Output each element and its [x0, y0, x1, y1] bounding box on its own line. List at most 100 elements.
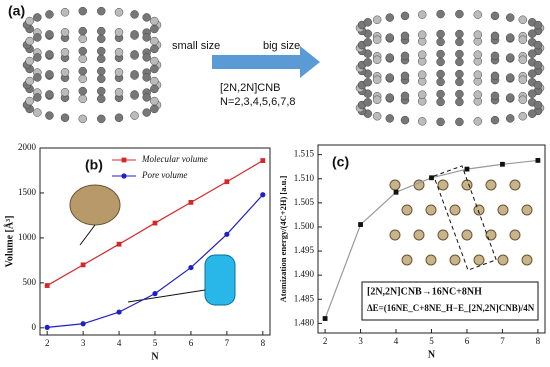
atom: [150, 36, 159, 46]
atom: [417, 10, 427, 19]
atom: [150, 44, 159, 54]
marker: [188, 199, 194, 205]
legend-marker: [121, 173, 127, 179]
atom: [150, 64, 159, 74]
atom: [150, 24, 159, 34]
atom: [372, 15, 382, 25]
atom: [400, 91, 410, 101]
marker: [322, 316, 328, 321]
atom: [527, 69, 537, 78]
atom: [25, 76, 34, 86]
atom: [142, 13, 151, 22]
atom: [436, 97, 445, 107]
atom: [436, 37, 445, 47]
atom: [114, 8, 124, 17]
atom: [436, 117, 445, 127]
marker: [80, 262, 86, 268]
atom: [385, 53, 395, 62]
x-tick-label: 3: [81, 338, 86, 348]
atom: [417, 50, 427, 59]
atom: [78, 6, 87, 16]
atom: [436, 69, 445, 79]
x-tick-label: 5: [429, 336, 434, 346]
x-tick-label: 6: [465, 336, 470, 346]
marker: [260, 158, 266, 163]
atom: [527, 49, 537, 58]
atom: [385, 73, 395, 82]
x-tick-label: 4: [117, 338, 122, 348]
arrow-left-text: small size: [172, 40, 220, 52]
atom: [25, 16, 34, 26]
atom: [521, 204, 533, 216]
atom: [497, 204, 509, 216]
atom: [372, 75, 382, 85]
atom: [505, 93, 515, 102]
atom: [455, 77, 464, 87]
range: N=2,3,4,5,6,7,8: [220, 96, 296, 108]
atom: [372, 35, 382, 45]
atom: [436, 49, 445, 59]
atom: [150, 96, 159, 106]
atom: [78, 46, 87, 56]
atom: [25, 56, 34, 66]
marker: [500, 161, 505, 167]
atom: [455, 29, 464, 39]
atom: [400, 71, 410, 81]
atom: [490, 71, 500, 81]
atom: [485, 229, 497, 241]
atom: [413, 229, 425, 241]
atom: [533, 60, 543, 70]
marker: [44, 324, 50, 330]
x-tick-label: 8: [261, 338, 266, 348]
atom: [97, 54, 106, 64]
y-tick-label: 500: [23, 277, 37, 287]
y-tick-label: 1000: [18, 232, 37, 242]
atom: [400, 31, 410, 41]
atom: [363, 38, 373, 47]
atom: [455, 69, 464, 79]
atom: [372, 95, 382, 105]
annotation: ΔE=(16NE_C+8NE_H−E_[2N,2N]CNB)/4N: [367, 303, 535, 313]
atom: [505, 53, 515, 62]
x-tick-label: 3: [358, 336, 363, 346]
atom: [142, 33, 151, 42]
arrow: [212, 46, 320, 78]
atom: [449, 204, 461, 216]
atom: [60, 48, 70, 57]
atom: [385, 93, 395, 102]
marker: [80, 321, 86, 327]
x-tick-label: 7: [225, 338, 230, 348]
atom: [142, 108, 151, 117]
atom: [461, 229, 473, 241]
atom: [33, 108, 42, 117]
atom: [490, 115, 500, 125]
marker: [224, 179, 230, 185]
atom: [417, 117, 427, 126]
atom: [142, 53, 151, 62]
x-tick-label: 6: [189, 338, 194, 348]
y-tick-label: 1.510: [294, 173, 315, 183]
atom: [455, 57, 464, 67]
marker: [260, 192, 266, 198]
atom: [389, 179, 401, 191]
x-tick-label: 2: [45, 338, 50, 348]
atom: [490, 31, 500, 41]
x-tick-label: 5: [153, 338, 158, 348]
atom: [490, 11, 500, 21]
atom: [518, 35, 528, 45]
atom: [385, 114, 395, 123]
x-tick-label: 8: [536, 336, 541, 346]
atom: [473, 50, 483, 59]
atom: [130, 10, 139, 19]
y-axis-label: Volume [Å³]: [3, 216, 15, 268]
x-tick-label: 7: [500, 336, 505, 346]
atom: [473, 254, 485, 266]
atom: [33, 73, 42, 82]
atom: [527, 29, 537, 38]
atom: [150, 76, 159, 86]
atom: [401, 204, 413, 216]
atom: [130, 30, 139, 39]
y-tick-label: 0: [32, 322, 37, 332]
atom: [60, 68, 70, 77]
atom: [60, 113, 70, 122]
